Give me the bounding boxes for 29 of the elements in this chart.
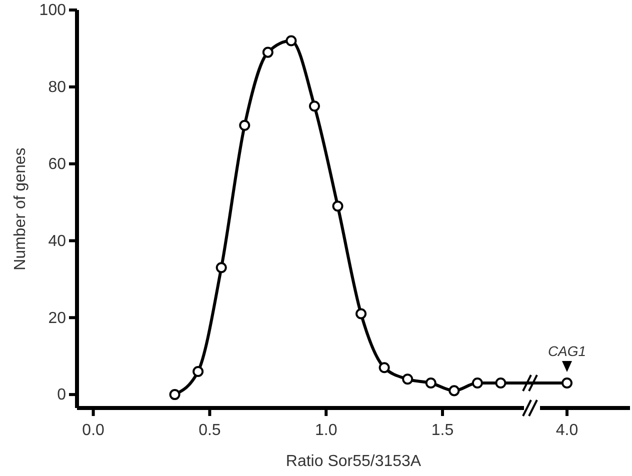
y-axis-title: Number of genes xyxy=(12,148,29,270)
point xyxy=(472,378,483,389)
x-tick-label: 4.0 xyxy=(556,422,578,439)
point xyxy=(216,262,227,274)
point xyxy=(192,366,204,377)
point xyxy=(425,378,436,389)
point xyxy=(356,308,367,320)
y-tick-label: 40 xyxy=(48,232,66,250)
point xyxy=(402,374,414,385)
y-tick-label: 20 xyxy=(48,310,66,327)
point xyxy=(332,200,344,212)
y-tick-label: 0 xyxy=(57,386,66,404)
y-tick-label: 80 xyxy=(48,79,66,96)
y-tick-label: 100 xyxy=(39,2,66,20)
x-tick-label: 1.0 xyxy=(314,422,338,439)
point xyxy=(448,385,460,396)
x-tick-label: 1.5 xyxy=(431,422,454,439)
point xyxy=(286,35,297,46)
point xyxy=(378,362,390,374)
point xyxy=(262,46,274,58)
point xyxy=(169,389,180,400)
annotation: CAG1 xyxy=(548,343,586,360)
x-tick-label: 0.0 xyxy=(82,422,105,439)
x-axis-title: Ratio Sor55/3153A xyxy=(286,453,422,470)
point xyxy=(239,120,250,131)
x-tick-label: 0.5 xyxy=(198,422,221,439)
point xyxy=(495,378,506,389)
point xyxy=(308,100,320,112)
y-tick-label: 60 xyxy=(48,156,66,173)
